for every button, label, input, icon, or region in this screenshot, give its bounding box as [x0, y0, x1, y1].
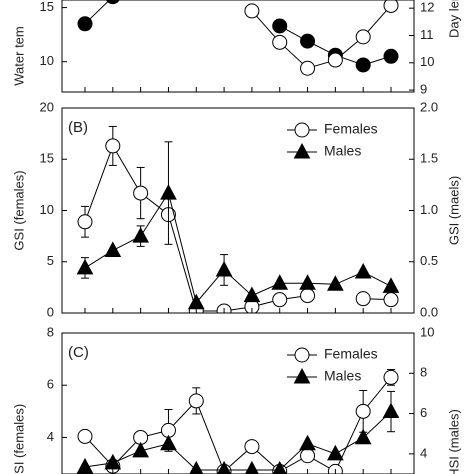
point: [383, 0, 399, 13]
point: [300, 60, 316, 76]
legend-label: Females: [324, 346, 378, 362]
y2-tick-label: 6: [420, 405, 427, 420]
point: [244, 460, 259, 474]
point: [354, 428, 372, 445]
point: [188, 393, 204, 409]
point: [272, 34, 288, 50]
point: [355, 291, 371, 307]
point: [243, 286, 261, 303]
y-tick-label: 8: [47, 324, 54, 339]
series-line: [84, 377, 392, 473]
y-axis-title: GSI (females): [11, 170, 26, 250]
series-line: [84, 144, 392, 312]
point: [160, 184, 177, 200]
point: [300, 33, 316, 49]
y2-tick-label: 11: [420, 27, 434, 42]
y2-tick-label: 0.5: [420, 253, 438, 268]
y-axis-title: Water tem: [11, 26, 26, 85]
point: [272, 460, 287, 474]
y2-axis-title: Day len: [446, 0, 461, 38]
point: [215, 260, 233, 277]
plot-frame: [61, 332, 415, 474]
plot-frame: [61, 0, 415, 93]
y2-tick-label: 2.0: [420, 99, 438, 114]
legend-label: Males: [324, 368, 361, 384]
y2-tick-label: 10: [420, 54, 434, 69]
series-line: [84, 411, 392, 471]
legend-marker: [294, 347, 310, 363]
panel: [77, 0, 399, 76]
point: [133, 185, 149, 201]
point: [354, 262, 372, 279]
legend-marker: [294, 122, 310, 138]
point: [382, 277, 400, 293]
point: [77, 16, 93, 32]
point: [355, 29, 371, 45]
point: [299, 434, 316, 451]
point: [104, 453, 122, 470]
panel: [76, 125, 400, 313]
point: [272, 18, 288, 34]
point: [132, 227, 149, 243]
panel-label: (C): [68, 344, 89, 361]
point: [327, 444, 344, 461]
y-tick-label: 5: [47, 253, 54, 268]
y-tick-label: 10: [40, 53, 54, 68]
y2-tick-label: 0.0: [420, 304, 438, 319]
y-tick-label: 20: [40, 99, 54, 114]
point: [327, 52, 343, 68]
point: [132, 441, 149, 458]
point: [272, 292, 288, 308]
y2-tick-label: 8: [420, 365, 427, 380]
y-tick-label: 0: [47, 304, 54, 319]
y2-tick-label: 9: [420, 82, 427, 97]
point: [217, 460, 232, 474]
legend-marker: [293, 142, 311, 159]
point: [327, 275, 344, 291]
y2-axis-title: HSI (males): [446, 409, 461, 474]
series-line: [84, 191, 392, 304]
point: [77, 214, 93, 230]
point: [299, 274, 316, 290]
y-axis-title: HSI (females): [11, 404, 26, 474]
y2-tick-label: 4: [420, 445, 427, 460]
point: [189, 460, 204, 474]
point: [383, 369, 399, 385]
point: [104, 241, 122, 257]
point: [160, 434, 177, 451]
point: [383, 292, 399, 308]
point: [244, 3, 260, 19]
point: [244, 439, 260, 455]
y-tick-label: 15: [40, 151, 54, 166]
point: [383, 48, 399, 64]
legend-label: Males: [324, 143, 361, 159]
point: [105, 138, 121, 154]
point: [77, 428, 93, 444]
y-tick-label: 10: [40, 202, 54, 217]
y-tick-label: 6: [47, 377, 54, 392]
y2-tick-label: 1.5: [420, 151, 438, 166]
y2-tick-label: 1.0: [420, 202, 438, 217]
y2-tick-label: 12: [420, 0, 434, 15]
point: [300, 288, 316, 304]
y-tick-label: 15: [40, 0, 54, 14]
point: [106, 0, 120, 5]
y-tick-label: 4: [47, 429, 54, 444]
y2-tick-label: 10: [420, 324, 434, 339]
point: [355, 57, 371, 73]
legend-label: Females: [324, 121, 378, 137]
point: [382, 402, 400, 419]
legend-marker: [293, 367, 311, 384]
point: [271, 274, 289, 290]
y2-axis-title: GSI (maels): [446, 176, 461, 245]
panel-label: (B): [68, 119, 88, 136]
point: [355, 403, 371, 419]
panel: [76, 369, 400, 474]
series-line: [84, 0, 392, 66]
point: [300, 448, 316, 464]
point: [76, 258, 94, 275]
